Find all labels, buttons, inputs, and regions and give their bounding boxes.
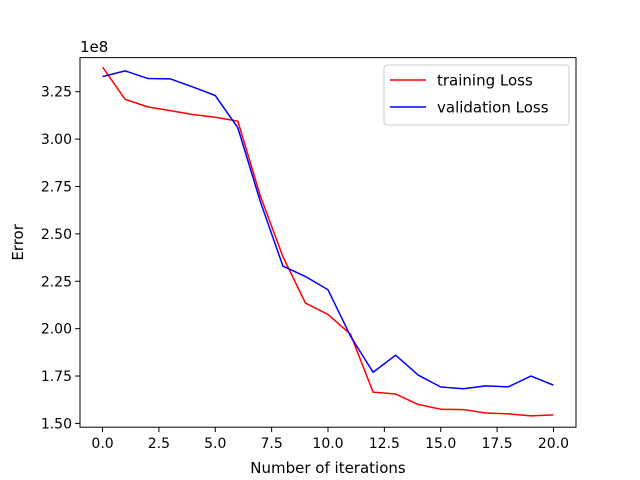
y-tick-label: 1.75 <box>41 369 72 385</box>
x-tick-label: 10.0 <box>312 436 343 452</box>
x-tick-label: 15.0 <box>425 436 456 452</box>
legend-box <box>383 64 570 126</box>
y-tick-label: 2.50 <box>41 227 72 243</box>
series-line-training-loss <box>101 66 554 417</box>
y-tick-label: 3.00 <box>41 132 72 148</box>
legend-label-validation-loss: validation Loss <box>437 99 549 117</box>
x-tick-label: 17.5 <box>482 436 513 452</box>
series-layer <box>101 66 554 417</box>
x-tick-label: 7.5 <box>261 436 283 452</box>
x-tick-label: 12.5 <box>369 436 400 452</box>
x-axis-label: Number of iterations <box>250 459 406 477</box>
legend-label-training-loss: training Loss <box>437 72 533 90</box>
series-line-validation-loss <box>102 70 554 390</box>
y-tick-label: 2.00 <box>41 322 72 338</box>
x-tick-label: 20.0 <box>538 436 569 452</box>
x-tick-label: 5.0 <box>204 436 226 452</box>
x-axis-ticks: 0.0 2.5 5.0 7.5 10.0 12.5 15.0 17.5 20.0 <box>91 427 569 452</box>
x-tick-label: 2.5 <box>148 436 170 452</box>
legend: training Loss validation Loss <box>383 64 570 126</box>
y-tick-label: 2.25 <box>41 274 72 290</box>
y-axis-ticks: 1.50 1.75 2.00 2.25 2.50 2.75 3.00 3.25 <box>41 85 80 432</box>
y-offset-label: 1e8 <box>80 38 108 56</box>
y-tick-label: 2.75 <box>41 179 72 195</box>
x-tick-label: 0.0 <box>91 436 113 452</box>
y-tick-label: 1.50 <box>41 416 72 432</box>
y-tick-label: 3.25 <box>41 85 72 101</box>
y-axis-label: Error <box>9 223 27 260</box>
